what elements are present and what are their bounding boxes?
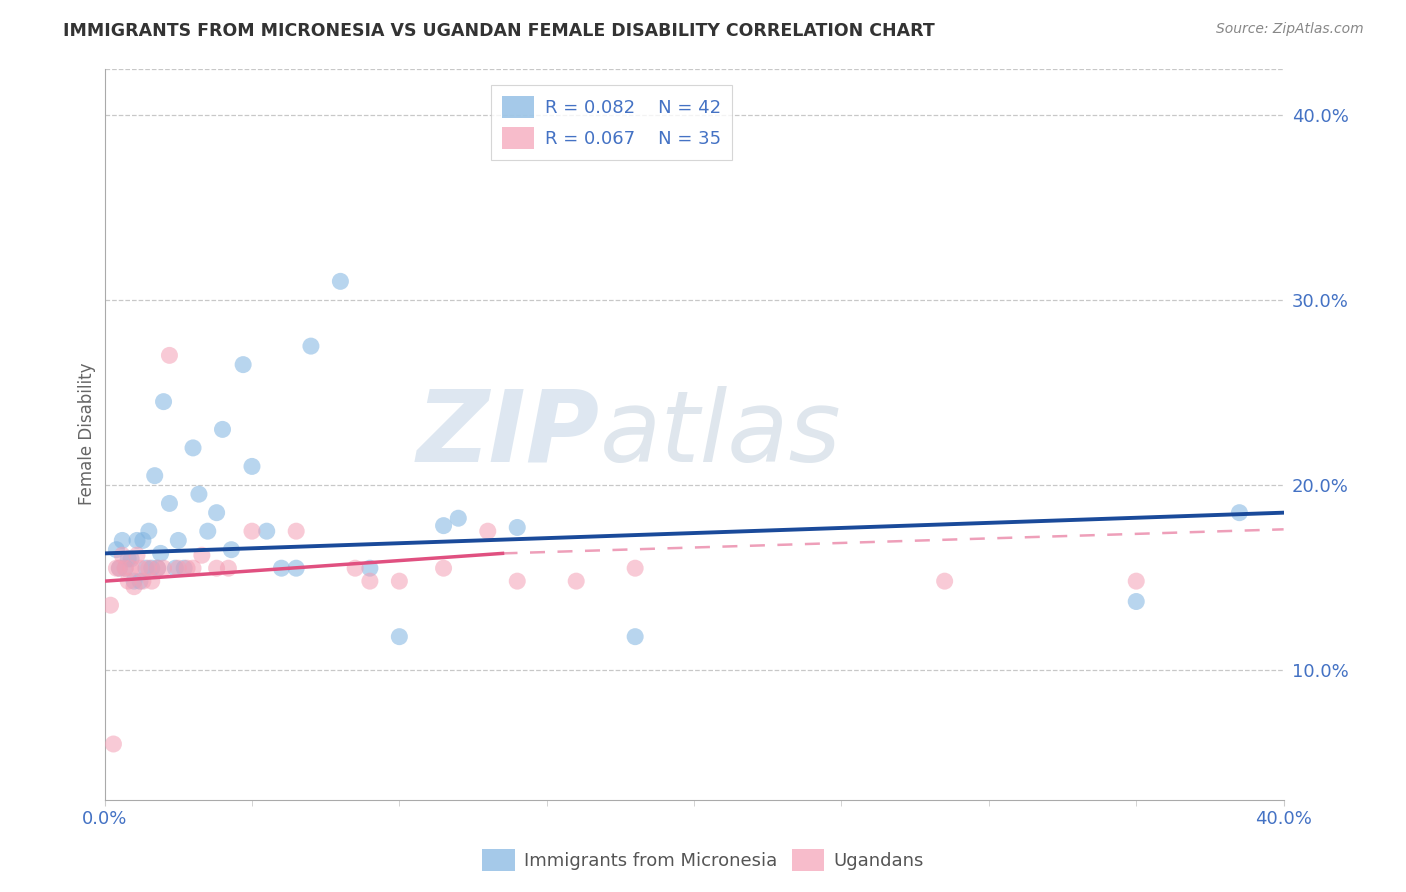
Point [167, 561, 190, 575]
Point [141, 561, 163, 575]
Point [270, 561, 292, 575]
Point [111, 533, 134, 548]
Point [120, 561, 142, 575]
Point [506, 520, 529, 534]
Point [240, 524, 263, 538]
Point [285, 561, 308, 575]
Point [624, 561, 647, 575]
Point [344, 561, 367, 575]
Point [197, 524, 219, 538]
Point [205, 561, 228, 575]
Point [129, 574, 152, 589]
Point [143, 468, 166, 483]
Point [129, 561, 152, 575]
Point [506, 574, 529, 589]
Point [132, 533, 155, 548]
Point [432, 518, 454, 533]
Point [232, 358, 254, 372]
Point [205, 506, 228, 520]
Point [359, 574, 381, 589]
Point [211, 422, 233, 436]
Point [388, 574, 411, 589]
Point [120, 552, 142, 566]
Point [105, 542, 128, 557]
Point [146, 561, 169, 575]
Point [159, 496, 181, 510]
Point [152, 394, 174, 409]
Point [114, 561, 136, 575]
Point [111, 548, 134, 562]
Point [132, 574, 155, 589]
Point [181, 441, 204, 455]
Point [221, 542, 243, 557]
Point [108, 561, 131, 575]
Point [187, 487, 209, 501]
Point [138, 561, 160, 575]
Point [125, 548, 148, 562]
Point [138, 524, 160, 538]
Legend: R = 0.082    N = 42, R = 0.067    N = 35: R = 0.082 N = 42, R = 0.067 N = 35 [491, 85, 733, 160]
Point [624, 630, 647, 644]
Point [1229, 506, 1251, 520]
Point [117, 574, 139, 589]
Text: Source: ZipAtlas.com: Source: ZipAtlas.com [1216, 22, 1364, 37]
Point [934, 574, 956, 589]
Point [565, 574, 588, 589]
Point [108, 561, 131, 575]
Point [165, 561, 187, 575]
Text: IMMIGRANTS FROM MICRONESIA VS UGANDAN FEMALE DISABILITY CORRELATION CHART: IMMIGRANTS FROM MICRONESIA VS UGANDAN FE… [63, 22, 935, 40]
Point [149, 546, 172, 560]
Point [299, 339, 322, 353]
Point [105, 561, 128, 575]
Point [122, 580, 145, 594]
Point [114, 561, 136, 575]
Point [256, 524, 278, 538]
Y-axis label: Female Disability: Female Disability [79, 363, 96, 505]
Point [477, 524, 499, 538]
Point [122, 574, 145, 589]
Point [159, 348, 181, 362]
Point [176, 561, 198, 575]
Point [141, 574, 163, 589]
Legend: Immigrants from Micronesia, Ugandans: Immigrants from Micronesia, Ugandans [475, 842, 931, 879]
Point [1125, 594, 1147, 608]
Point [181, 561, 204, 575]
Text: ZIP: ZIP [416, 385, 600, 483]
Point [432, 561, 454, 575]
Point [329, 274, 352, 288]
Point [173, 561, 195, 575]
Point [388, 630, 411, 644]
Point [135, 561, 157, 575]
Point [447, 511, 470, 525]
Point [191, 548, 214, 562]
Point [103, 737, 125, 751]
Point [240, 459, 263, 474]
Text: atlas: atlas [600, 385, 841, 483]
Point [167, 533, 190, 548]
Point [146, 561, 169, 575]
Point [125, 533, 148, 548]
Point [100, 598, 122, 612]
Point [152, 561, 174, 575]
Point [117, 552, 139, 566]
Point [1125, 574, 1147, 589]
Point [285, 524, 308, 538]
Point [359, 561, 381, 575]
Point [217, 561, 239, 575]
